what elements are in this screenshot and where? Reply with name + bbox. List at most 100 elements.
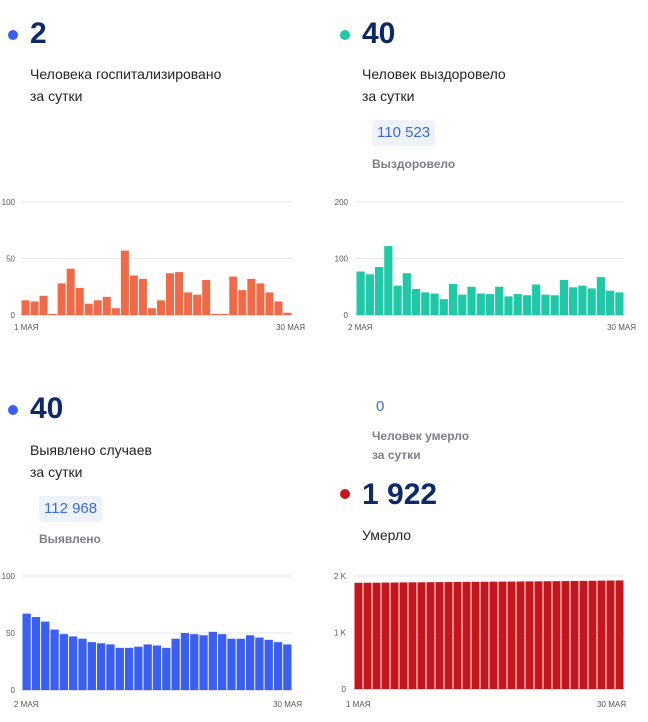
bar[interactable]	[439, 299, 448, 315]
bar[interactable]	[57, 283, 66, 315]
bar[interactable]	[525, 581, 534, 689]
bar[interactable]	[50, 629, 59, 690]
bar[interactable]	[120, 250, 129, 315]
bar[interactable]	[171, 638, 180, 690]
bar[interactable]	[199, 635, 208, 690]
bar[interactable]	[596, 277, 606, 315]
bar[interactable]	[39, 295, 48, 315]
bar[interactable]	[615, 580, 624, 689]
bar[interactable]	[66, 268, 75, 315]
bar[interactable]	[615, 292, 624, 315]
bar[interactable]	[30, 301, 39, 315]
bar[interactable]	[374, 266, 384, 315]
bar[interactable]	[162, 647, 171, 690]
bar[interactable]	[489, 581, 498, 689]
bar[interactable]	[504, 296, 513, 315]
bar[interactable]	[31, 617, 41, 690]
bar[interactable]	[211, 313, 220, 315]
bar[interactable]	[561, 581, 570, 689]
bar[interactable]	[485, 294, 495, 315]
bar[interactable]	[578, 285, 587, 315]
bar[interactable]	[534, 581, 543, 689]
bar[interactable]	[147, 308, 156, 315]
bar[interactable]	[22, 613, 31, 690]
bar[interactable]	[543, 581, 552, 689]
bar[interactable]	[399, 582, 408, 689]
bar[interactable]	[115, 647, 124, 690]
bar[interactable]	[227, 638, 236, 690]
bar[interactable]	[390, 582, 399, 690]
bar[interactable]	[393, 285, 402, 315]
bar[interactable]	[48, 313, 57, 315]
bar[interactable]	[256, 283, 265, 315]
bar[interactable]	[180, 633, 190, 690]
bar[interactable]	[480, 581, 489, 689]
bar[interactable]	[106, 644, 115, 690]
bar[interactable]	[435, 582, 444, 689]
bar[interactable]	[41, 621, 50, 690]
bar[interactable]	[238, 290, 247, 315]
bar[interactable]	[184, 292, 193, 315]
bar[interactable]	[430, 293, 439, 315]
bar[interactable]	[495, 286, 504, 315]
bar[interactable]	[356, 271, 365, 316]
bar[interactable]	[236, 638, 245, 690]
bar[interactable]	[587, 288, 596, 315]
bar[interactable]	[453, 581, 462, 689]
bar[interactable]	[498, 581, 507, 689]
bar[interactable]	[408, 582, 417, 689]
bar[interactable]	[157, 300, 166, 315]
bar[interactable]	[444, 582, 453, 689]
bar[interactable]	[532, 284, 541, 315]
bar[interactable]	[522, 295, 532, 315]
bar[interactable]	[59, 634, 69, 690]
bar[interactable]	[245, 635, 255, 690]
bar[interactable]	[274, 301, 283, 315]
bar[interactable]	[579, 580, 588, 689]
bar[interactable]	[193, 294, 202, 315]
bar[interactable]	[283, 644, 292, 690]
bar[interactable]	[75, 287, 84, 315]
bar[interactable]	[143, 644, 152, 690]
bar[interactable]	[124, 647, 134, 690]
bar[interactable]	[559, 279, 569, 315]
bar[interactable]	[96, 643, 106, 690]
bar[interactable]	[273, 642, 283, 690]
bar[interactable]	[220, 313, 229, 315]
bar[interactable]	[402, 273, 411, 315]
bar[interactable]	[458, 294, 467, 315]
bar[interactable]	[421, 292, 430, 315]
bar[interactable]	[354, 582, 363, 689]
bar[interactable]	[166, 273, 175, 315]
bar[interactable]	[569, 287, 578, 315]
bar[interactable]	[462, 581, 471, 689]
bar[interactable]	[190, 634, 199, 690]
bar[interactable]	[265, 292, 274, 315]
bar[interactable]	[597, 580, 606, 689]
bar[interactable]	[138, 278, 147, 315]
bar[interactable]	[448, 283, 458, 315]
bar[interactable]	[87, 642, 96, 690]
bar[interactable]	[202, 279, 211, 315]
bar[interactable]	[78, 638, 87, 690]
bar[interactable]	[229, 276, 238, 315]
bar[interactable]	[476, 293, 485, 315]
bar[interactable]	[84, 303, 93, 315]
bar[interactable]	[175, 272, 184, 315]
bar[interactable]	[570, 580, 579, 689]
bar[interactable]	[507, 581, 516, 689]
bar[interactable]	[247, 278, 256, 315]
bar[interactable]	[218, 634, 227, 690]
bar[interactable]	[93, 300, 102, 315]
bar[interactable]	[541, 294, 550, 315]
bar[interactable]	[471, 581, 480, 689]
bar[interactable]	[381, 582, 390, 689]
bar[interactable]	[129, 275, 138, 315]
bar[interactable]	[588, 580, 597, 689]
bar[interactable]	[365, 274, 374, 315]
bar[interactable]	[467, 286, 476, 315]
bar[interactable]	[426, 582, 435, 689]
bar[interactable]	[111, 308, 120, 315]
bar[interactable]	[363, 582, 372, 689]
bar[interactable]	[552, 581, 561, 689]
